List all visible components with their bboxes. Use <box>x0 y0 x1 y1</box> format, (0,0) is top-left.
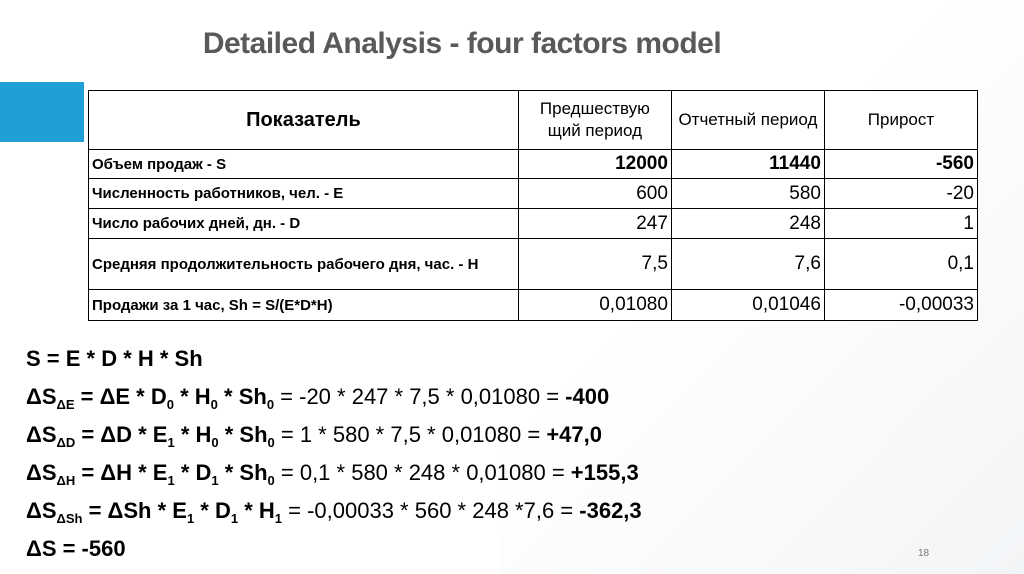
formula-delta-h-result: +155,3 <box>570 460 639 485</box>
table-row: Число рабочих дней, дн. - D 247 248 1 <box>88 208 979 239</box>
cell-current: 580 <box>670 178 825 209</box>
model-equation: S = E * D * H * Sh <box>26 346 203 371</box>
header-growth: Прирост <box>823 90 979 150</box>
accent-bar <box>0 82 84 142</box>
table-row: Численность работников, чел. - E 600 580… <box>88 178 979 209</box>
cell-growth: 1 <box>823 208 979 239</box>
cell-current: 11440 <box>670 149 825 179</box>
cell-current: 248 <box>670 208 825 239</box>
row-label: Средняя продолжительность рабочего дня, … <box>88 238 519 290</box>
formula-delta-e-calc: = -20 * 247 * 7,5 * 0,01080 = <box>274 384 566 409</box>
cell-previous: 7,5 <box>517 238 672 290</box>
slide-title: Detailed Analysis - four factors model <box>202 27 722 60</box>
cell-previous: 600 <box>517 178 672 209</box>
header-current-period: Отчетный период <box>670 90 825 150</box>
total-equation: ΔS = -560 <box>26 536 126 561</box>
row-label: Объем продаж - S <box>88 149 519 179</box>
cell-growth: 0,1 <box>823 238 979 290</box>
cell-previous: 0,01080 <box>517 289 672 321</box>
cell-current: 0,01046 <box>670 289 825 321</box>
row-label: Численность работников, чел. - E <box>88 178 519 209</box>
cell-previous: 247 <box>517 208 672 239</box>
row-label: Число рабочих дней, дн. - D <box>88 208 519 239</box>
formula-delta-sh: ΔSΔSh = ΔSh * E1 * D1 * H1 = -0,00033 * … <box>26 498 642 526</box>
cell-growth: -560 <box>823 149 979 179</box>
formula-delta-sh-calc: = -0,00033 * 560 * 248 *7,6 = <box>282 498 580 523</box>
formula-delta-d: ΔSΔD = ΔD * E1 * H0 * Sh0 = 1 * 580 * 7,… <box>26 422 602 450</box>
table-row: Средняя продолжительность рабочего дня, … <box>88 238 979 290</box>
formulas-block: S = E * D * H * Sh ΔSΔE = ΔE * D0 * H0 *… <box>26 340 642 568</box>
formula-total: ΔS = -560 <box>26 530 642 568</box>
page-number: 18 <box>918 548 930 559</box>
table-header-row: Показатель Предшествую щий период Отчетн… <box>88 90 979 150</box>
cell-previous: 12000 <box>517 149 672 179</box>
formula-delta-e: ΔSΔE = ΔE * D0 * H0 * Sh0 = -20 * 247 * … <box>26 384 610 412</box>
formula-delta-d-calc: = 1 * 580 * 7,5 * 0,01080 = <box>274 422 547 447</box>
cell-growth: -0,00033 <box>823 289 979 321</box>
row-label: Продажи за 1 час, Sh = S/(E*D*H) <box>88 289 519 321</box>
table-row: Объем продаж - S 12000 11440 -560 <box>88 149 979 179</box>
formula-delta-e-result: -400 <box>565 384 610 409</box>
cell-growth: -20 <box>823 178 979 209</box>
cell-current: 7,6 <box>670 238 825 290</box>
header-indicator: Показатель <box>88 90 519 150</box>
formula-delta-h-calc: = 0,1 * 580 * 248 * 0,01080 = <box>274 460 571 485</box>
formula-model: S = E * D * H * Sh <box>26 340 642 378</box>
formula-delta-sh-result: -362,3 <box>579 498 642 523</box>
factors-table: Показатель Предшествую щий период Отчетн… <box>88 90 979 321</box>
header-previous-period: Предшествую щий период <box>517 90 672 150</box>
formula-delta-h: ΔSΔH = ΔH * E1 * D1 * Sh0 = 0,1 * 580 * … <box>26 460 639 488</box>
table-row: Продажи за 1 час, Sh = S/(E*D*H) 0,01080… <box>88 289 979 321</box>
formula-delta-d-result: +47,0 <box>546 422 602 447</box>
